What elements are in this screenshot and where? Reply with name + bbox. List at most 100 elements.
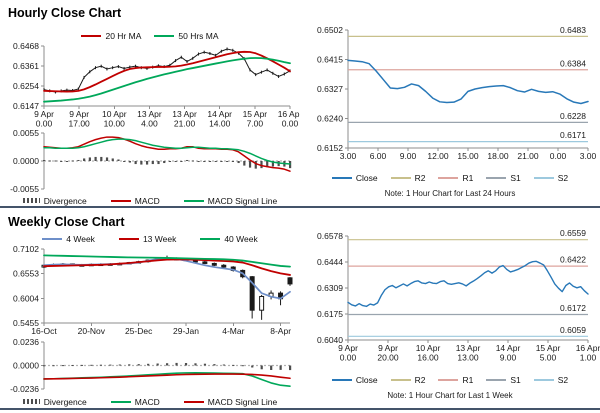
legend-label: R2	[414, 374, 426, 385]
r1-swatch	[438, 378, 459, 381]
series-divergence-bar	[54, 160, 57, 162]
x-tick-label: 20-Nov	[78, 326, 106, 336]
series-divergence-bar	[77, 159, 80, 161]
series-20-hr-ma	[43, 50, 291, 93]
series-divergence-bar	[254, 161, 257, 169]
20-hr-ma-swatch	[81, 34, 102, 37]
legend-label: S1	[510, 172, 521, 183]
weekly-sr-chart: 0.6578 0.6444 0.6309 0.6175 0.6040 9 Apr 0.00 9…	[300, 230, 600, 387]
series-s2-label: 0.6059	[560, 325, 586, 335]
series-divergence-bar	[65, 161, 69, 162]
hourly-macd-plot: 0.0055 0.0000 -0.0055	[10, 129, 292, 193]
y-tick-label: 0.5455	[13, 318, 39, 328]
series-divergence-bar	[43, 159, 46, 161]
x-tick-label: 15 Apr 7.00	[243, 109, 268, 129]
legend-label: 50 Hrs MA	[178, 30, 219, 41]
x-tick-label: 4-Mar	[222, 326, 244, 336]
series-divergence-bar	[271, 161, 275, 167]
legend-label: MACD	[134, 396, 160, 407]
x-tick-label: 14 Apr 9.00	[496, 343, 521, 363]
series-divergence-bar	[60, 161, 63, 162]
series-divergence-bar	[175, 362, 178, 366]
y-tick-label: 0.6152	[317, 143, 343, 153]
legend-label: Divergence	[43, 396, 87, 407]
legend-label: Close	[355, 374, 378, 385]
x-tick-label: 29-Jan	[173, 326, 199, 336]
legend-item-divergence: Divergence	[22, 196, 87, 206]
series-divergence-bar	[214, 161, 217, 162]
r2-swatch	[390, 378, 411, 381]
s1-swatch	[486, 378, 507, 381]
divergence-swatch	[22, 198, 40, 203]
legend-label: R2	[414, 172, 426, 183]
13-week-swatch	[118, 237, 139, 240]
legend-item-s1: S1	[486, 374, 521, 385]
close-swatch	[331, 176, 352, 179]
section-divider-top	[0, 206, 600, 208]
y-tick-label: 0.6040	[317, 335, 343, 345]
series-r1-label: 0.6422	[560, 255, 586, 265]
series-divergence-bar	[191, 160, 194, 162]
hourly-sr-chart: 0.6502 0.6415 0.6327 0.6240 0.6152 3.00 6.00 9.…	[300, 24, 600, 185]
series-divergence-bar	[248, 161, 252, 168]
series-s1-label: 0.6172	[560, 303, 586, 313]
legend-item-4-week: 4 Week	[42, 234, 95, 244]
legend-item-r2: R2	[390, 374, 426, 385]
x-tick-label: 6.00	[370, 151, 387, 161]
series-divergence-bar	[270, 365, 273, 370]
hourly-close-chart: 20 Hr MA 50 Hrs MA 0.6468 0.6361 0.6254 0.614…	[0, 22, 300, 129]
y-tick-label: 0.6254	[13, 81, 39, 91]
y-tick-label: 0.0055	[13, 129, 39, 138]
x-tick-label: 14 Apr 14.00	[207, 109, 232, 129]
legend-item-13-week: 13 Week	[118, 234, 176, 244]
series-divergence-bar	[226, 161, 229, 162]
y-tick-label: 0.6240	[317, 113, 343, 123]
series-divergence-bar	[186, 159, 189, 161]
series-s2-label: 0.6171	[560, 130, 586, 140]
series-divergence-bar	[61, 365, 65, 367]
40-week-swatch	[200, 237, 221, 240]
x-tick-label: 16-Oct	[31, 326, 57, 336]
weekly-close-chart: 4 Week 13 Week 40 Week 0.7102 0.6553 0.6004 0.…	[0, 231, 300, 338]
legend-item-40-week: 40 Week	[200, 234, 258, 244]
y-tick-label: 0.0000	[13, 361, 39, 371]
series-divergence-bar	[168, 161, 172, 163]
y-tick-label: -0.0236	[10, 384, 39, 394]
legend-label: MACD Signal Line	[207, 195, 278, 206]
x-tick-label: 3.00	[340, 151, 357, 161]
series-divergence-bar	[109, 364, 112, 366]
y-tick-label: 0.0236	[13, 338, 39, 347]
series-weekly-price-body	[287, 277, 293, 285]
s1-swatch	[486, 176, 507, 179]
weekly-close-panel: Weekly Close Chart 4 Week 13 Week 40 Week 0…	[0, 209, 300, 407]
x-tick-label: 21.00	[517, 151, 539, 161]
y-tick-label: 0.6444	[317, 257, 343, 267]
x-tick-label: 0.00	[550, 151, 567, 161]
4-week-swatch	[42, 237, 63, 240]
legend-label: MACD Signal Line	[207, 396, 278, 407]
50-hrs-ma-swatch	[154, 34, 175, 37]
legend-label: R1	[462, 172, 474, 183]
series-divergence-bar	[157, 161, 160, 165]
series-divergence-bar	[232, 364, 235, 366]
legend-item-r1: R1	[438, 375, 473, 385]
legend-item-s2: S2	[533, 173, 568, 183]
macd-swatch	[110, 199, 131, 202]
hourly-close-panel: Hourly Close Chart 20 Hr MA 50 Hrs MA 0.64…	[0, 0, 300, 206]
series-divergence-bar	[83, 158, 86, 161]
r2-swatch	[390, 176, 411, 179]
series-macd-signal-line	[43, 138, 291, 165]
series-40-week	[43, 254, 291, 268]
series-divergence-bar	[128, 161, 132, 163]
legend-label: S1	[510, 374, 521, 385]
series-divergence-bar	[203, 161, 206, 163]
series-50-hrs-ma	[43, 57, 291, 103]
x-tick-label: 25-Dec	[125, 326, 153, 336]
series-divergence-bar	[220, 161, 223, 162]
legend-item-r1: R1	[438, 173, 473, 183]
series-r2-label: 0.6559	[560, 230, 586, 238]
series-divergence-bar	[140, 161, 143, 165]
legend-item-50-hrs-ma: 50 Hrs MA	[154, 30, 219, 41]
hourly-close-legend: 20 Hr MA 50 Hrs MA	[0, 29, 300, 42]
